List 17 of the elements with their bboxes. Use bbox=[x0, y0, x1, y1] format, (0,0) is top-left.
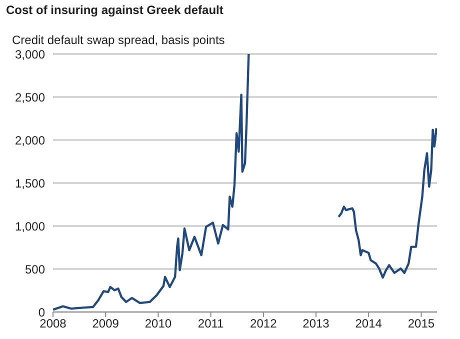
x-tick-label: 2008 bbox=[40, 316, 67, 331]
x-tick-label: 2012 bbox=[250, 316, 278, 331]
y-tick-label: 2,500 bbox=[14, 90, 46, 104]
x-tick-label: 2013 bbox=[302, 316, 330, 331]
y-tick-label: 0 bbox=[38, 305, 46, 320]
x-tick-label: 2015 bbox=[408, 316, 435, 331]
x-tick-label: 2014 bbox=[355, 316, 382, 331]
y-tick-label: 1,000 bbox=[14, 219, 46, 234]
y-tick-label: 1,500 bbox=[14, 176, 46, 190]
y-tick-label: 2,000 bbox=[14, 133, 46, 148]
x-tick-label: 2009 bbox=[92, 316, 120, 331]
y-tick-label: 3,000 bbox=[14, 47, 46, 62]
y-tick-label: 500 bbox=[24, 262, 46, 276]
y-axis-title: Credit default swap spread, basis points bbox=[12, 33, 225, 47]
chart-title: Cost of insuring against Greek default bbox=[6, 3, 224, 17]
x-tick-label: 2010 bbox=[144, 316, 172, 331]
x-tick-label: 2011 bbox=[198, 316, 224, 331]
